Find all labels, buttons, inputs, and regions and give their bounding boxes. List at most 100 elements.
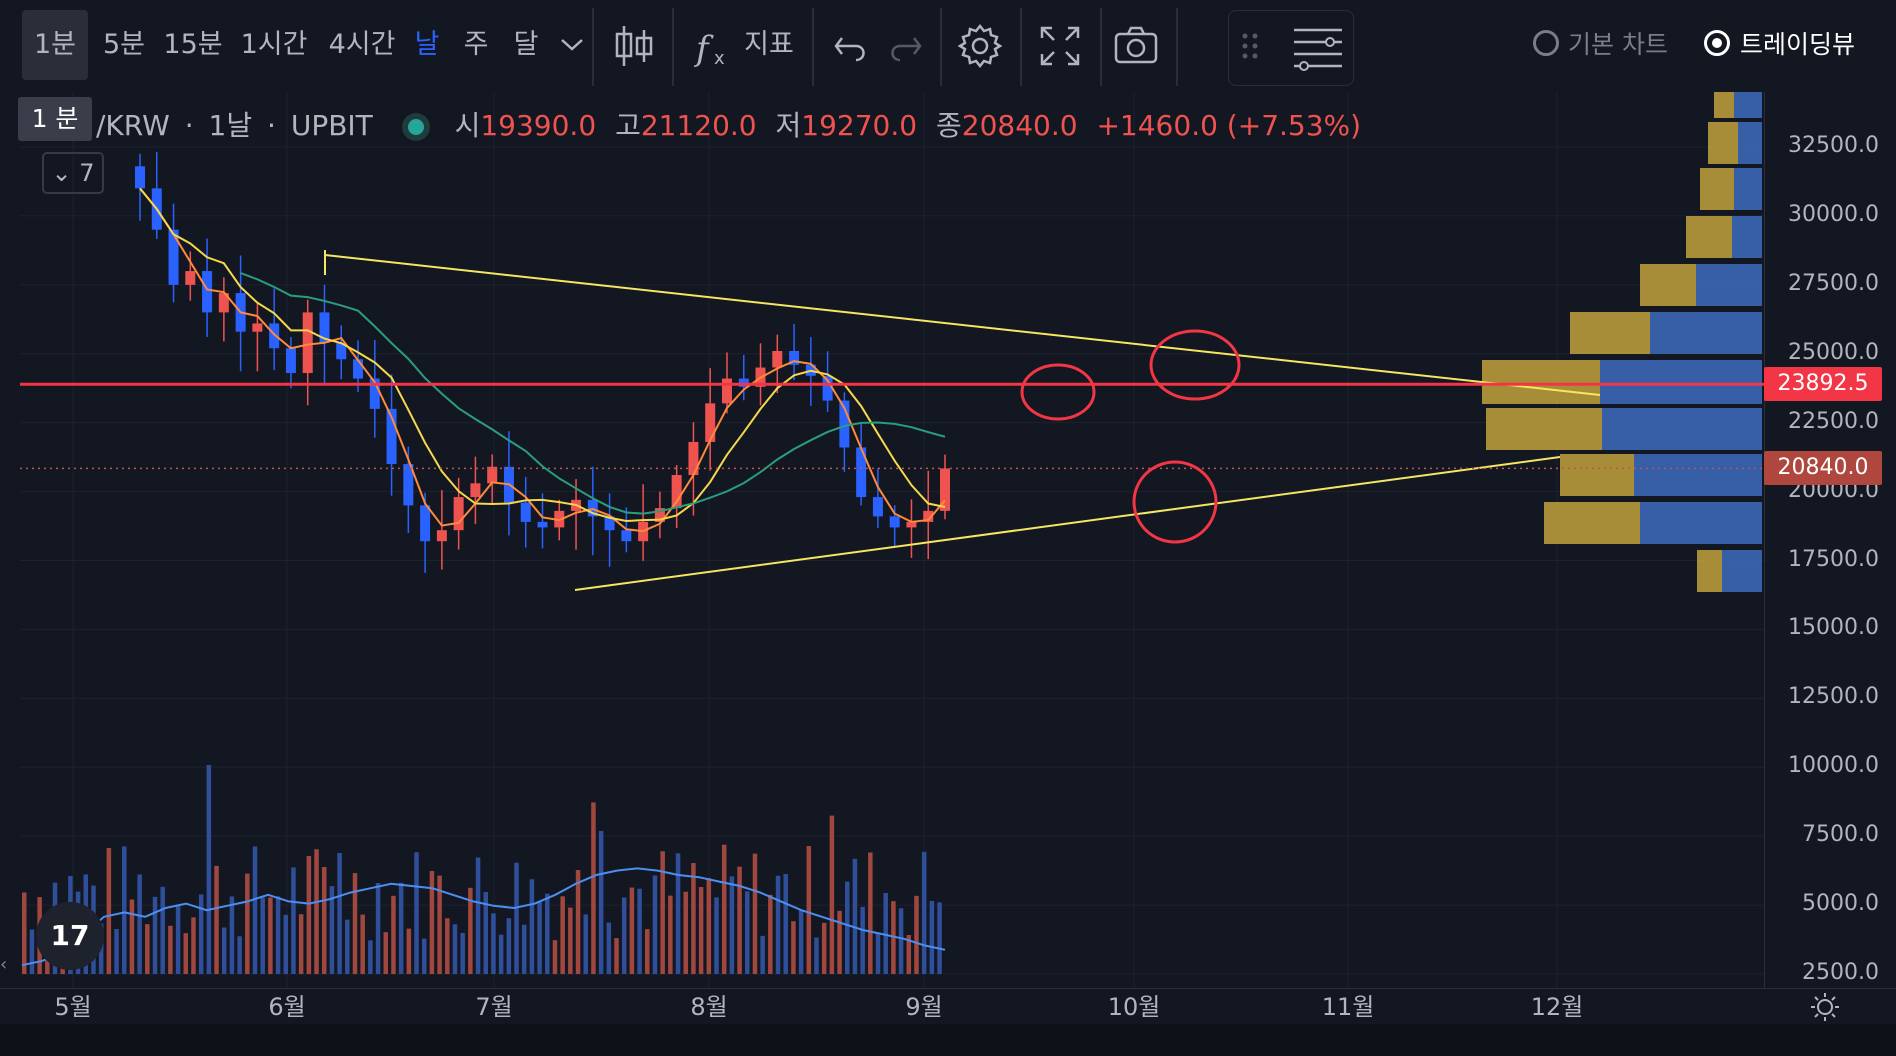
volume-bar — [706, 878, 712, 974]
time-axis[interactable]: 5월 6월 7월 8월 9월 10월 11월 12월 — [0, 988, 1896, 1025]
basic-chart-radio[interactable] — [1533, 30, 1559, 56]
volume-bar — [921, 851, 927, 974]
volume-bar — [406, 928, 412, 974]
volume-bar — [737, 866, 742, 974]
candle-body — [822, 375, 833, 401]
volume-bar — [414, 852, 419, 974]
tradingview-logo[interactable]: 17 — [36, 902, 104, 970]
volume-bar — [683, 891, 688, 974]
time-axis-label: 12월 — [1530, 993, 1584, 1021]
interval-1h[interactable]: 1시간 — [240, 29, 308, 60]
indicators-button[interactable]: 지표 — [744, 29, 794, 60]
toolbar-divider — [1020, 8, 1022, 86]
close-value: 20840.0 — [961, 109, 1078, 142]
volume-bar — [714, 897, 719, 974]
camera-icon[interactable] — [1112, 22, 1160, 70]
basic-chart-label[interactable]: 기본 차트 — [1568, 30, 1668, 59]
price-axis[interactable]: 32500.0 30000.0 27500.0 25000.0 22500.0 20000… — [1764, 92, 1896, 988]
volume-profile-bar — [1640, 502, 1762, 544]
interval-tooltip: 1 분 — [18, 97, 92, 141]
volume-bar — [845, 881, 850, 974]
undo-icon[interactable] — [830, 22, 872, 70]
volume-profile-bar — [1732, 216, 1762, 258]
bottom-strip — [0, 1024, 1896, 1056]
volume-bar — [552, 940, 558, 974]
volume-profile-bar — [1722, 550, 1762, 592]
volume-bar — [675, 853, 681, 974]
volume-bar — [783, 873, 788, 974]
volume-bar — [752, 853, 758, 974]
volume-bar — [760, 935, 765, 974]
interval-day[interactable]: 날 — [414, 29, 440, 60]
volume-bar — [314, 849, 319, 974]
price-axis-label: 22500.0 — [1788, 408, 1879, 434]
volume-bar — [298, 914, 304, 974]
volume-bar — [29, 929, 35, 974]
price-chart[interactable] — [20, 92, 1764, 988]
candle-body — [420, 505, 431, 542]
volume-bar — [421, 938, 427, 974]
interval-month[interactable]: 달 — [513, 29, 539, 60]
volume-bar — [529, 879, 535, 974]
open-value: 19390.0 — [480, 109, 597, 142]
candle-body — [453, 497, 464, 531]
symbol-legend: /KRW · 1날 · UPBIT 시19390.0 고21120.0 저192… — [96, 109, 1362, 142]
volume-profile-bar — [1486, 408, 1602, 450]
volume-bar — [114, 929, 119, 974]
interval-1m[interactable]: 1분 — [33, 29, 77, 60]
ma-mid-line — [139, 187, 946, 522]
candle-body — [403, 464, 414, 506]
interval-15m[interactable]: 15분 — [163, 29, 223, 60]
chevron-down-icon[interactable] — [556, 32, 588, 56]
volume-bar — [637, 888, 642, 974]
volume-bar — [906, 935, 912, 974]
candle-body — [252, 323, 263, 332]
candle-body — [269, 323, 280, 349]
price-axis-label: 17500.0 — [1788, 546, 1879, 572]
volume-bar — [383, 932, 389, 974]
drag-handle-icon[interactable] — [1238, 22, 1262, 70]
volume-bar — [598, 831, 604, 974]
low-value: 19270.0 — [801, 109, 918, 142]
volume-bar — [283, 914, 289, 974]
tradingview-radio[interactable] — [1704, 30, 1730, 56]
candle-body — [872, 497, 883, 517]
volume-bar — [275, 896, 281, 974]
lower-trendline — [574, 456, 1561, 591]
price-axis-label: 2500.0 — [1802, 960, 1879, 985]
tradingview-label[interactable]: 트레이딩뷰 — [1740, 30, 1856, 59]
interval-hover-bg — [22, 10, 88, 80]
drawings-menu-icon[interactable] — [1290, 24, 1346, 72]
volume-profile-bar — [1600, 360, 1762, 404]
interval-5m[interactable]: 5분 — [102, 29, 146, 60]
settings-sun-icon[interactable] — [1810, 992, 1840, 1022]
candlestick-icon[interactable] — [612, 22, 656, 70]
toolbar-divider — [812, 8, 814, 86]
interval-week[interactable]: 주 — [463, 29, 489, 60]
volume-bar — [691, 863, 696, 974]
time-axis-label: 7월 — [475, 993, 513, 1021]
volume-bar — [821, 922, 827, 974]
redo-icon[interactable] — [884, 22, 926, 70]
volume-bar — [214, 865, 219, 974]
volume-bar — [806, 846, 812, 974]
volume-bar — [121, 846, 127, 974]
volume-bar — [852, 858, 858, 974]
price-axis-label: 30000.0 — [1788, 201, 1879, 227]
volume-bar — [437, 875, 442, 974]
annotation-ellipse — [1020, 363, 1096, 421]
fullscreen-icon[interactable] — [1036, 22, 1084, 70]
volume-profile-bar — [1482, 360, 1600, 404]
time-axis-label: 9월 — [905, 993, 943, 1021]
interval-4h[interactable]: 4시간 — [328, 29, 396, 60]
change-value: +1460.0 (+7.53%) — [1096, 109, 1362, 142]
drawing-toolbar-panel — [1228, 10, 1354, 86]
symbol-name[interactable]: /KRW — [96, 109, 170, 142]
legend-collapse-button[interactable]: ⌄ 7 — [42, 152, 104, 194]
volume-bar — [614, 938, 619, 974]
gear-icon[interactable] — [956, 22, 1004, 70]
chevron-left-icon[interactable]: ‹ — [0, 954, 8, 975]
volume-bar — [168, 925, 173, 974]
market-status-icon — [407, 119, 424, 135]
